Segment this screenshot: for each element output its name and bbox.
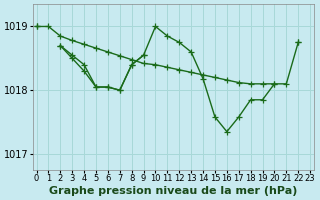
- X-axis label: Graphe pression niveau de la mer (hPa): Graphe pression niveau de la mer (hPa): [49, 186, 298, 196]
